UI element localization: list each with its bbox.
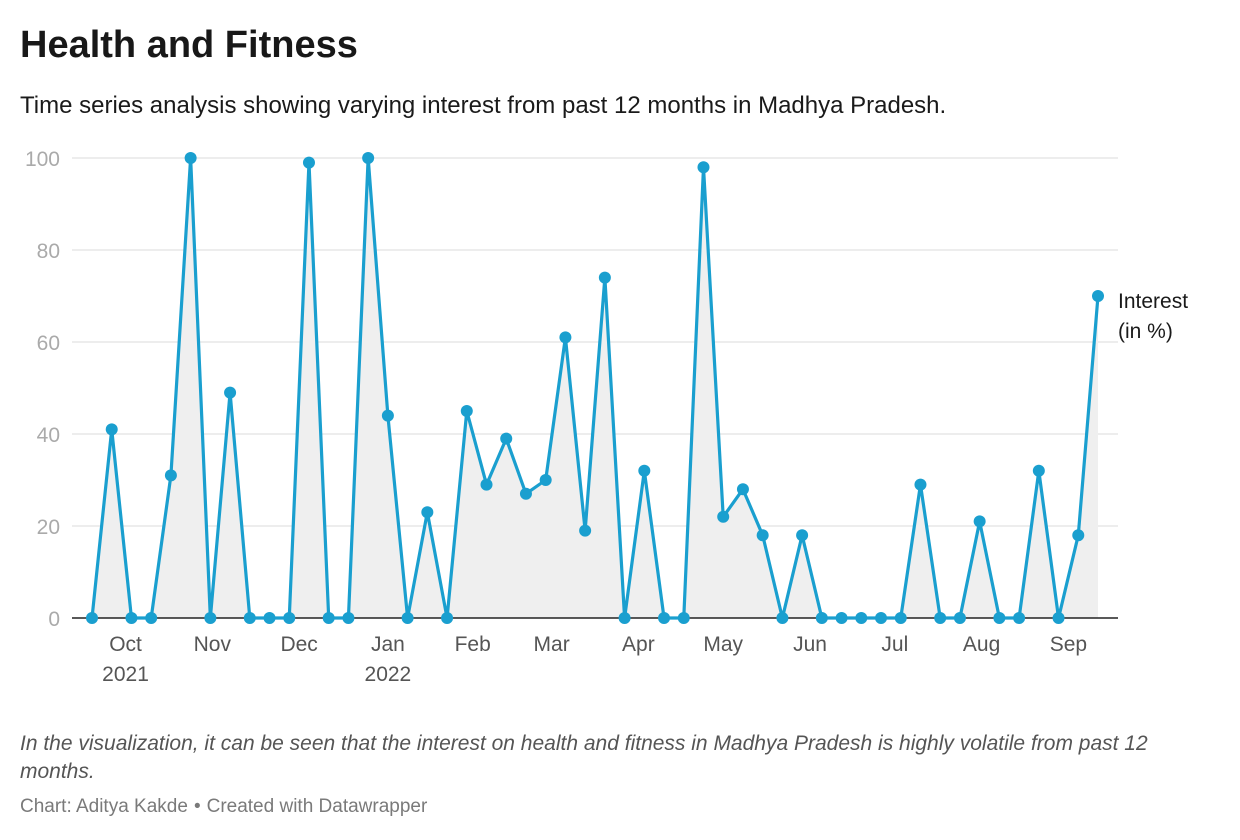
x-tick-label: Oct — [109, 633, 142, 656]
byline: Chart: Aditya Kakde • Created with Datawra… — [20, 795, 427, 819]
data-point — [421, 506, 434, 519]
data-point — [125, 612, 138, 624]
data-point — [736, 483, 749, 496]
datawrapper-credit[interactable]: Created with Datawrapper — [206, 796, 428, 817]
data-point — [460, 405, 473, 417]
data-point — [1013, 612, 1026, 624]
y-tick-label: 100 — [25, 148, 60, 171]
data-point — [579, 524, 592, 537]
x-tick-label: Apr — [622, 633, 655, 656]
x-tick-label: Dec — [280, 633, 317, 656]
data-point — [145, 612, 158, 624]
data-point — [658, 612, 671, 624]
x-tick-label: Jan — [371, 633, 405, 656]
x-tick-label: May — [703, 633, 743, 656]
x-tick-year-label: 2021 — [102, 663, 149, 686]
data-point — [500, 432, 513, 445]
y-tick-label: 40 — [37, 424, 60, 447]
y-tick-label: 0 — [48, 608, 60, 631]
data-point — [539, 474, 552, 486]
chart-subtitle: Time series analysis showing varying int… — [20, 92, 947, 119]
data-point — [618, 612, 631, 624]
data-point — [993, 612, 1006, 624]
data-point — [224, 386, 237, 399]
data-point — [776, 612, 789, 624]
data-point — [815, 612, 828, 624]
area-fill — [92, 158, 1098, 618]
data-point — [342, 612, 355, 624]
y-tick-label: 80 — [37, 240, 60, 263]
data-point — [302, 156, 315, 169]
chart-title: Health and Fitness — [20, 24, 358, 66]
data-point — [973, 515, 986, 528]
x-tick-label: Aug — [963, 633, 1000, 656]
data-point — [855, 612, 868, 624]
data-point — [184, 152, 197, 164]
data-point — [480, 478, 493, 491]
data-point — [677, 612, 690, 624]
data-point — [717, 510, 730, 523]
x-tick-label: Jun — [793, 633, 827, 656]
data-point — [697, 161, 710, 174]
data-point — [86, 612, 98, 624]
data-point — [1092, 290, 1104, 302]
data-point — [934, 612, 947, 624]
data-point — [243, 612, 256, 624]
data-point — [835, 612, 848, 624]
data-point — [164, 469, 177, 482]
series-label: (in %) — [1118, 320, 1173, 343]
data-point — [105, 423, 118, 436]
data-point — [283, 612, 296, 624]
data-point — [559, 331, 572, 344]
data-point — [894, 612, 907, 624]
data-point — [1072, 529, 1085, 542]
chart-note: In the visualization, it can be seen tha… — [20, 732, 1148, 783]
data-point — [362, 152, 375, 164]
data-point — [322, 612, 335, 624]
line-chart: 0 20 40 60 80 100 Oct 2021 Nov Dec Jan 2022 Feb Mar Ap… — [25, 148, 1188, 686]
x-tick-label: Mar — [534, 633, 570, 656]
x-tick-year-label: 2022 — [365, 663, 412, 686]
data-point — [441, 612, 454, 624]
x-tick-label: Sep — [1050, 633, 1087, 656]
x-tick-label: Nov — [194, 633, 232, 656]
y-tick-label: 20 — [37, 516, 60, 539]
data-point — [953, 612, 966, 624]
data-point — [598, 271, 611, 284]
data-point — [519, 487, 532, 500]
data-point — [263, 612, 276, 624]
data-point — [756, 529, 769, 542]
data-point — [401, 612, 414, 624]
data-point — [1052, 612, 1065, 624]
x-tick-label: Feb — [455, 633, 491, 656]
data-point — [1032, 464, 1045, 477]
data-point — [914, 478, 927, 491]
data-point — [875, 612, 888, 624]
data-point — [204, 612, 217, 624]
data-point — [638, 464, 651, 477]
chart-author: Chart: Aditya Kakde — [20, 796, 188, 817]
y-tick-label: 60 — [37, 332, 60, 355]
data-point — [796, 529, 809, 542]
series-label: Interest — [1118, 290, 1188, 313]
byline-separator: • — [193, 796, 201, 817]
x-tick-label: Jul — [881, 633, 908, 656]
series-line — [90, 156, 1100, 620]
data-point — [381, 409, 394, 422]
